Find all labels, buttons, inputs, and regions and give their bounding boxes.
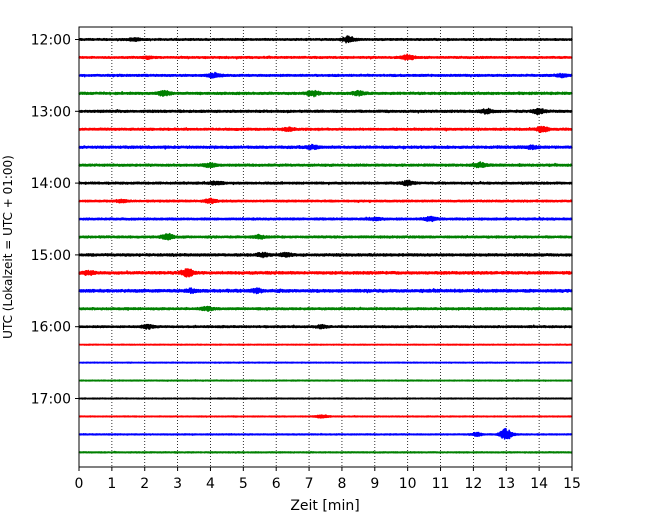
seismic-trace: [78, 287, 573, 295]
y-tick-label: 12:00: [31, 33, 71, 49]
seismic-trace: [78, 53, 573, 61]
seismic-trace: [78, 35, 573, 44]
seismic-trace: [78, 232, 573, 241]
x-tick-label: 1: [107, 476, 116, 492]
x-tick-label: 3: [173, 476, 182, 492]
seismic-trace: [78, 450, 573, 454]
y-axis-ticks: 12:00 13:00 14:00 15:00 16:00 17:00: [31, 33, 79, 408]
x-tick-label: 5: [239, 476, 248, 492]
y-tick-label: 16:00: [31, 320, 71, 336]
plot-frame: [78, 26, 573, 468]
seismic-trace: [78, 361, 573, 364]
seismic-trace: [78, 143, 573, 151]
y-tick-label: 14:00: [31, 176, 71, 192]
trace-layer: [78, 35, 573, 454]
seismic-trace: [78, 107, 573, 116]
x-tick-label: 14: [530, 476, 548, 492]
x-tick-label: 7: [305, 476, 314, 492]
y-tick-label: 13:00: [31, 104, 71, 120]
x-tick-label: 8: [337, 476, 346, 492]
plot-background: [79, 27, 572, 467]
seismic-trace: [78, 414, 573, 419]
seismic-trace: [78, 267, 573, 278]
x-tick-label: 2: [140, 476, 149, 492]
seismic-trace: [78, 89, 573, 98]
seismic-trace: [78, 215, 573, 223]
y-tick-label: 17:00: [31, 392, 71, 408]
seismic-trace: [78, 161, 573, 169]
x-tick-label: 4: [206, 476, 215, 492]
seismic-trace: [78, 427, 573, 440]
seismic-trace: [78, 125, 573, 133]
y-axis-label: UTC (Lokalzeit = UTC + 01:00): [1, 155, 15, 339]
x-tick-label: 12: [464, 476, 482, 492]
x-tick-label: 15: [563, 476, 581, 492]
seismic-trace: [78, 343, 573, 346]
x-tick-label: 10: [399, 476, 417, 492]
x-tick-label: 9: [370, 476, 379, 492]
seismic-trace: [78, 251, 573, 259]
seismic-trace: [78, 323, 573, 330]
seismic-trace: [78, 179, 573, 187]
seismic-trace: [78, 305, 573, 312]
y-tick-label: 15:00: [31, 248, 71, 264]
seismic-trace: [78, 379, 573, 382]
x-tick-label: 11: [432, 476, 450, 492]
seismic-trace: [78, 397, 573, 400]
x-tick-label: 0: [75, 476, 84, 492]
x-tick-label: 13: [497, 476, 515, 492]
x-axis-label: Zeit [min]: [290, 498, 359, 514]
seismic-trace: [78, 71, 573, 79]
seismic-trace: [78, 197, 573, 205]
x-tick-label: 6: [272, 476, 281, 492]
x-axis-ticks: 0 1 2 3 4 5 6 7 8 9 10 11 12 13 14 15: [75, 467, 581, 492]
grid-lines: [111, 27, 540, 467]
